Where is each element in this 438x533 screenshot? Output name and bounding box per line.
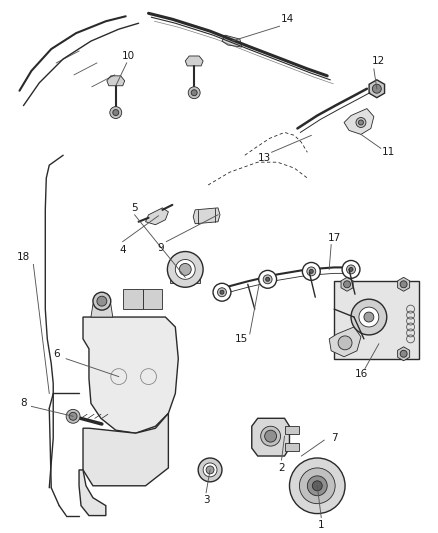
Text: 7: 7	[331, 433, 337, 443]
Text: 11: 11	[382, 147, 396, 157]
Polygon shape	[107, 76, 125, 86]
Bar	[285, 443, 300, 451]
Circle shape	[265, 430, 276, 442]
Circle shape	[309, 269, 313, 273]
Circle shape	[220, 290, 224, 294]
Bar	[170, 277, 200, 284]
Text: 16: 16	[354, 369, 367, 378]
Text: 1: 1	[318, 521, 325, 530]
Bar	[142, 289, 162, 309]
Circle shape	[110, 107, 122, 118]
Circle shape	[356, 118, 366, 127]
Text: 6: 6	[53, 349, 60, 359]
Circle shape	[343, 281, 350, 288]
Bar	[334, 281, 419, 359]
Circle shape	[338, 336, 352, 350]
Circle shape	[364, 312, 374, 322]
Circle shape	[290, 458, 345, 514]
Polygon shape	[341, 277, 353, 291]
Circle shape	[113, 110, 119, 116]
Polygon shape	[398, 347, 410, 361]
Polygon shape	[222, 35, 242, 47]
Polygon shape	[145, 208, 168, 225]
Circle shape	[259, 270, 276, 288]
Circle shape	[203, 463, 217, 477]
Text: 8: 8	[20, 398, 27, 408]
Circle shape	[342, 261, 360, 278]
Bar	[123, 289, 142, 309]
Circle shape	[191, 90, 197, 96]
Circle shape	[307, 267, 316, 276]
Circle shape	[175, 260, 195, 279]
Circle shape	[188, 87, 200, 99]
Circle shape	[206, 466, 214, 474]
Polygon shape	[91, 304, 113, 317]
Polygon shape	[83, 413, 168, 486]
Circle shape	[179, 263, 191, 276]
Polygon shape	[369, 80, 385, 98]
Circle shape	[358, 120, 364, 125]
Text: 5: 5	[131, 203, 138, 213]
Circle shape	[307, 476, 327, 496]
Circle shape	[400, 350, 407, 357]
Circle shape	[312, 481, 322, 491]
Circle shape	[302, 262, 320, 280]
Text: 17: 17	[328, 232, 341, 243]
Circle shape	[93, 292, 111, 310]
Circle shape	[266, 277, 270, 281]
Polygon shape	[79, 470, 106, 515]
Circle shape	[400, 281, 407, 288]
Circle shape	[66, 409, 80, 423]
Polygon shape	[193, 208, 220, 224]
Circle shape	[359, 307, 379, 327]
Text: 14: 14	[281, 14, 294, 25]
Circle shape	[349, 268, 353, 271]
Circle shape	[167, 252, 203, 287]
Bar	[285, 426, 300, 434]
Circle shape	[372, 84, 381, 93]
Polygon shape	[344, 109, 374, 134]
Circle shape	[97, 296, 107, 306]
Text: 12: 12	[372, 56, 385, 66]
Polygon shape	[252, 418, 290, 456]
Circle shape	[300, 468, 335, 504]
Text: 4: 4	[120, 245, 126, 255]
Circle shape	[69, 413, 77, 421]
Text: 2: 2	[278, 463, 285, 473]
Polygon shape	[329, 327, 361, 357]
Text: 10: 10	[122, 51, 135, 61]
Circle shape	[218, 288, 226, 297]
Text: 15: 15	[235, 334, 248, 344]
Polygon shape	[83, 317, 178, 433]
Text: 13: 13	[258, 153, 271, 163]
Text: 9: 9	[157, 243, 164, 253]
Circle shape	[346, 265, 356, 274]
Circle shape	[213, 284, 231, 301]
Text: 3: 3	[203, 495, 209, 505]
Text: 18: 18	[17, 253, 30, 262]
Circle shape	[198, 458, 222, 482]
Polygon shape	[398, 277, 410, 291]
Circle shape	[351, 299, 387, 335]
Polygon shape	[185, 56, 203, 66]
Circle shape	[263, 275, 272, 284]
Circle shape	[261, 426, 281, 446]
